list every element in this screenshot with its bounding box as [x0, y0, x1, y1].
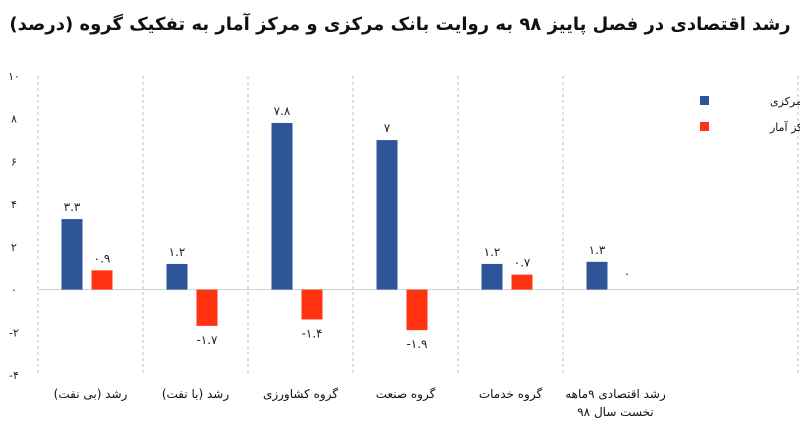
data-label: ۱.۲	[484, 245, 501, 259]
data-label: -۱.۷	[196, 333, 218, 347]
bar-markaz-amar	[301, 289, 323, 320]
legend-label: بانک مرکزی	[770, 95, 800, 108]
bar-bank-markazi	[481, 263, 503, 290]
data-label: -۱.۴	[301, 326, 322, 340]
legend-label: مرکز آمار	[769, 120, 800, 134]
y-tick-label: -۴	[9, 369, 19, 382]
category-label: رشد (بی نفت)	[54, 387, 128, 402]
data-label: ۰	[624, 267, 630, 281]
bar-markaz-amar	[196, 289, 218, 326]
data-label: ۰.۹	[94, 251, 111, 265]
data-label: ۳.۳	[64, 200, 81, 214]
y-tick-label: ۰	[11, 284, 17, 297]
y-tick-label: ۲	[11, 241, 17, 254]
bar-bank-markazi	[271, 122, 293, 290]
data-label: ۱.۳	[589, 243, 606, 257]
bar-markaz-amar	[406, 289, 428, 331]
bar-markaz-amar	[511, 274, 533, 290]
data-label: ۱.۲	[169, 245, 186, 259]
category-label: رشد (با نفت)	[162, 387, 230, 402]
legend-swatch	[700, 96, 709, 105]
data-label: ۷.۸	[274, 104, 291, 118]
category-label: نخست سال ۹۸	[577, 405, 654, 419]
bar-bank-markazi	[586, 261, 608, 290]
y-tick-label: ۸	[11, 113, 17, 126]
chart-title: رشد اقتصادی در فصل پاییز ۹۸ به روایت بان…	[9, 14, 791, 35]
y-tick-label: ۴	[11, 198, 17, 211]
bar-bank-markazi	[166, 263, 188, 290]
data-label: ۰.۷	[514, 256, 531, 270]
y-tick-label: ۶	[11, 155, 17, 168]
data-label: -۱.۹	[406, 337, 427, 351]
legend-swatch	[700, 122, 709, 131]
data-label: ۷	[384, 121, 391, 135]
y-tick-label: ۱۰	[8, 70, 20, 83]
category-label: گروه کشاورزی	[263, 387, 338, 402]
category-label: رشد اقتصادی ۹ماهه	[565, 387, 666, 402]
category-label: گروه خدمات	[479, 387, 543, 402]
bar-bank-markazi	[61, 219, 83, 290]
category-label: گروه صنعت	[376, 387, 436, 402]
bar-markaz-amar	[91, 270, 113, 290]
y-tick-label: -۲	[9, 326, 19, 339]
bar-bank-markazi	[376, 140, 398, 290]
